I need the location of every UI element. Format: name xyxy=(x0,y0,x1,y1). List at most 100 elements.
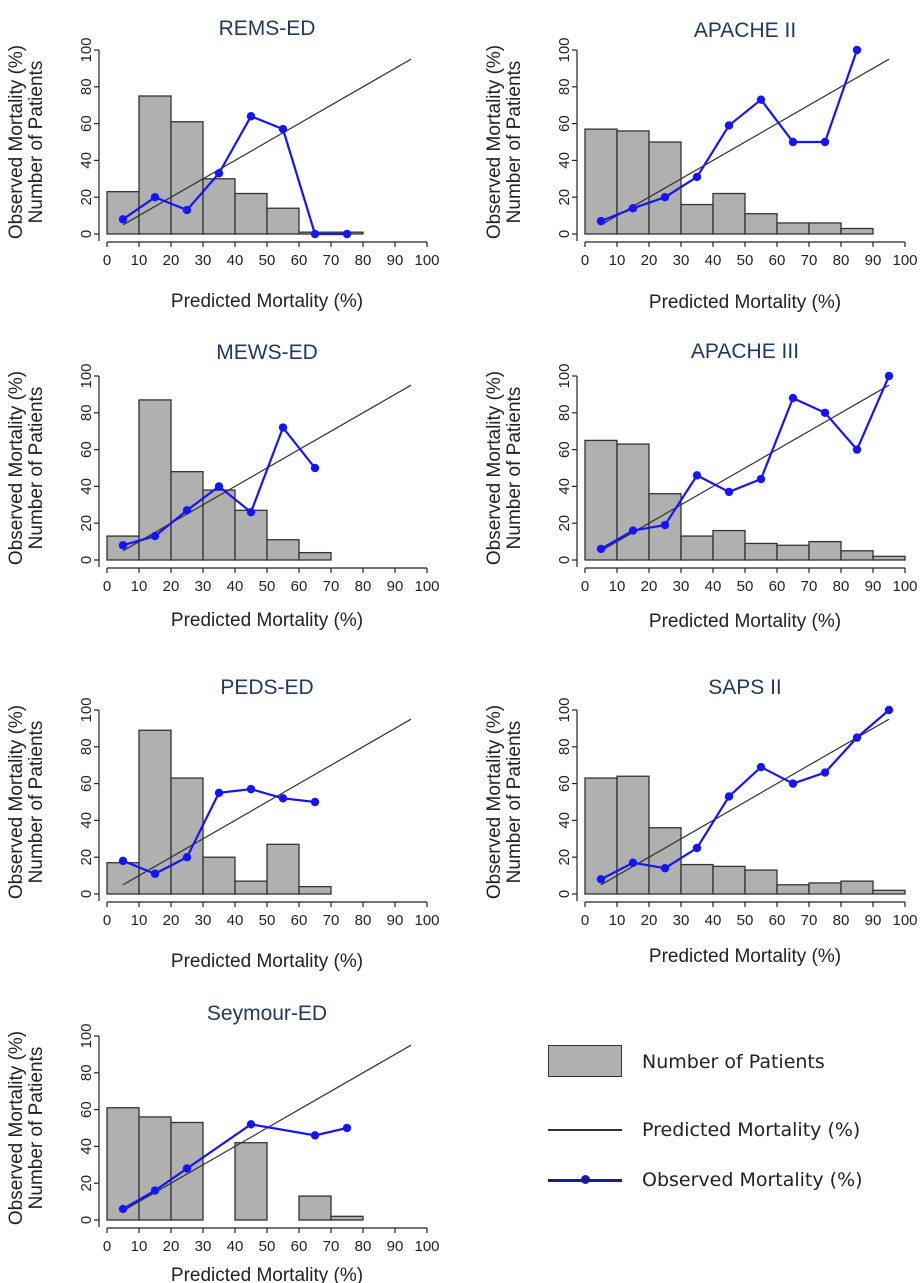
histogram-bar xyxy=(712,529,746,561)
y-tick-label: 100 xyxy=(556,37,573,62)
x-tick-label: 60 xyxy=(291,252,308,269)
x-tick-label: 90 xyxy=(387,252,404,269)
y-tick-label: 20 xyxy=(556,515,573,532)
chart-title: MEWS-ED xyxy=(216,341,318,364)
x-tick-label: 70 xyxy=(323,578,340,595)
observed-point xyxy=(150,531,160,541)
observed-point xyxy=(660,193,670,202)
x-tick-label: 60 xyxy=(769,912,786,929)
observed-point xyxy=(596,216,606,226)
x-tick-label: 0 xyxy=(103,252,111,269)
x-tick-label: 70 xyxy=(801,252,818,269)
x-tick-label: 100 xyxy=(414,252,439,269)
x-tick-label: 100 xyxy=(414,1238,439,1255)
observed-point xyxy=(310,797,320,807)
x-axis-label: Predicted Mortality (%) xyxy=(171,610,363,631)
observed-point xyxy=(756,762,766,772)
x-tick-label: 30 xyxy=(195,578,212,595)
y-tick-label: 80 xyxy=(78,1064,95,1081)
y-tick-label: 80 xyxy=(78,404,95,421)
x-tick-label: 0 xyxy=(581,252,589,269)
x-tick-label: 10 xyxy=(609,252,626,269)
x-tick-label: 20 xyxy=(163,1238,180,1255)
y-tick-label: 80 xyxy=(556,404,573,421)
x-tick-label: 40 xyxy=(705,252,722,269)
observed-point xyxy=(310,229,320,239)
x-tick-label: 30 xyxy=(673,912,690,929)
histogram-bar xyxy=(872,555,906,561)
x-tick-label: 40 xyxy=(227,252,244,269)
y-tick-label: 40 xyxy=(556,478,573,495)
x-tick-label: 10 xyxy=(131,912,148,929)
histogram-bar xyxy=(330,1215,364,1221)
histogram-bar xyxy=(616,443,650,561)
legend: Number of Patients Predicted Mortality (… xyxy=(548,1045,908,1215)
histogram-bar xyxy=(616,775,650,895)
observed-point xyxy=(692,471,702,480)
reference-line xyxy=(122,58,412,226)
x-tick-label: 50 xyxy=(737,252,754,269)
legend-item-observed: Observed Mortality (%) xyxy=(548,1163,908,1197)
observed-point xyxy=(246,507,256,517)
histogram-bar xyxy=(648,141,682,235)
x-tick-label: 0 xyxy=(581,912,589,929)
histogram-bar xyxy=(298,885,332,895)
histogram-bar xyxy=(584,439,618,561)
observed-point xyxy=(724,792,734,801)
y-tick-label: 60 xyxy=(78,441,95,458)
x-tick-label: 60 xyxy=(291,578,308,595)
histogram-bar xyxy=(840,227,874,235)
observed-point xyxy=(182,853,192,862)
y-tick-label: 100 xyxy=(78,697,95,722)
histogram-bar xyxy=(744,213,778,235)
legend-item-predicted: Predicted Mortality (%) xyxy=(548,1113,908,1147)
histogram-bar xyxy=(616,130,650,235)
x-tick-label: 80 xyxy=(355,252,372,269)
y-tick-label: 100 xyxy=(78,37,95,62)
x-tick-label: 10 xyxy=(609,578,626,595)
observed-point xyxy=(118,1204,128,1214)
y-axis-label-observed: Observed Mortality (%) xyxy=(484,705,505,899)
y-tick-label: 40 xyxy=(556,812,573,829)
observed-point xyxy=(756,95,766,104)
observed-point xyxy=(692,843,702,853)
y-axis-label-patients: Number of Patients xyxy=(26,387,47,550)
histogram-bar xyxy=(138,95,172,235)
x-tick-label: 100 xyxy=(892,912,917,929)
observed-point xyxy=(820,768,830,777)
x-tick-label: 30 xyxy=(195,912,212,929)
x-axis-label: Predicted Mortality (%) xyxy=(649,611,841,632)
observed-point xyxy=(820,408,830,417)
observed-point xyxy=(852,45,862,55)
chart-title: APACHE III xyxy=(691,340,799,363)
histogram-bar xyxy=(266,207,300,235)
histogram-bar xyxy=(170,471,204,561)
x-tick-label: 60 xyxy=(291,1238,308,1255)
x-tick-label: 40 xyxy=(705,578,722,595)
y-tick-label: 100 xyxy=(78,363,95,388)
y-tick-label: 100 xyxy=(556,697,573,722)
x-tick-label: 30 xyxy=(195,252,212,269)
observed-point xyxy=(182,205,192,215)
observed-point xyxy=(628,858,638,867)
x-tick-label: 80 xyxy=(833,912,850,929)
x-tick-label: 30 xyxy=(195,1238,212,1255)
observed-point xyxy=(182,1164,192,1173)
legend-label-patients: Number of Patients xyxy=(642,1051,825,1073)
histogram-bar xyxy=(680,863,714,895)
x-axis-label: Predicted Mortality (%) xyxy=(171,1265,363,1283)
x-tick-label: 60 xyxy=(291,912,308,929)
observed-point xyxy=(660,520,670,530)
reference-line xyxy=(122,718,412,886)
x-tick-label: 50 xyxy=(737,578,754,595)
observed-point xyxy=(660,864,670,873)
y-axis-label-patients: Number of Patients xyxy=(26,721,47,884)
y-tick-label: 20 xyxy=(78,515,95,532)
y-tick-label: 40 xyxy=(78,812,95,829)
histogram-bar xyxy=(138,1116,172,1221)
histogram-bar xyxy=(106,1107,140,1221)
histogram-bar xyxy=(808,882,842,895)
x-tick-label: 20 xyxy=(641,578,658,595)
observed-point xyxy=(342,229,352,239)
observed-point xyxy=(278,423,288,432)
